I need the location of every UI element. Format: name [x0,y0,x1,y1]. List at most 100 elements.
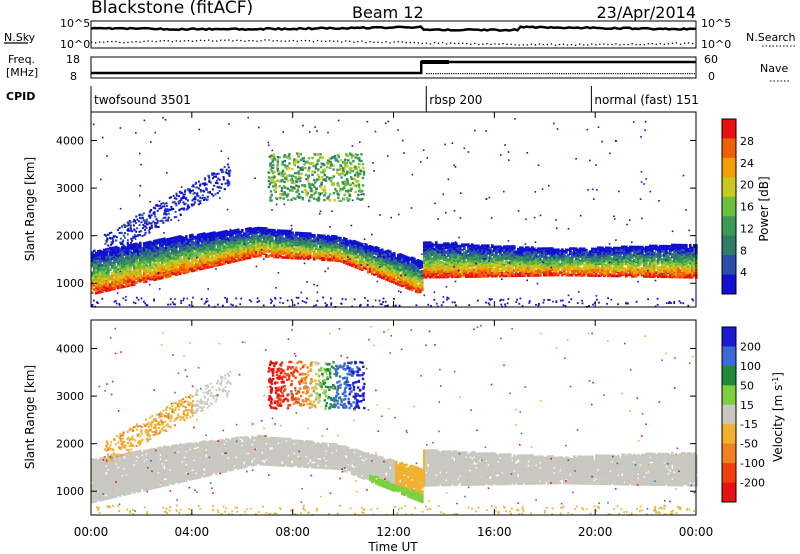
power-cell [119,283,122,287]
power-cell [299,249,302,252]
power-cell [115,252,118,256]
power-cell [295,242,298,245]
nsearch-point [494,43,496,45]
power-cell [111,264,114,267]
power-cell [107,255,110,259]
power-cell [277,254,280,258]
power-cell [437,250,440,254]
power-cell [391,256,394,260]
power-cell [381,276,384,280]
power-cell [423,254,426,258]
power-cell [335,245,338,249]
power-cell [127,260,130,264]
power-cell [149,254,152,257]
power-cell [443,249,446,252]
power-cell [303,240,306,243]
power-cell [399,262,402,266]
power-cell [347,261,350,265]
power-cell [317,234,320,237]
nsearch-point [429,43,432,45]
power-cell [427,262,430,266]
nsearch-point [595,44,597,46]
power-cell [351,241,354,245]
power-cell [109,283,112,286]
power-cell [435,242,438,246]
power-cell [163,268,166,271]
power-cell [329,236,332,239]
power-cell [289,231,292,234]
power-cell [237,249,240,253]
nave-point [603,73,605,75]
power-cell [137,279,140,283]
power-cell [257,230,260,234]
power-cell [269,254,272,257]
power-cell [179,267,182,270]
power-cell [213,250,216,253]
power-cell [135,273,138,276]
power-cell [335,252,338,256]
power-cell [295,238,298,241]
power-cell [299,231,302,235]
power-cell [401,259,404,262]
power-cell [349,262,352,265]
power-cell [305,256,308,259]
power-cell [359,259,362,263]
power-cell [117,278,120,282]
power-cell [197,253,200,257]
power-cell [409,287,412,291]
power-cell [199,233,202,236]
power-cell [235,230,238,233]
power-cell [487,244,490,247]
power-cell [111,256,114,259]
power-cell [177,263,180,267]
nave-marker [421,60,449,64]
power-cell [229,243,232,247]
power-cell [419,259,422,263]
power-cell [185,237,188,241]
power-cell [177,272,180,276]
power-cell [439,270,442,274]
power-cell [407,267,410,270]
power-cell [123,264,126,267]
power-cell [171,267,174,271]
power-cell [425,248,428,251]
power-cell [195,239,198,243]
power-cell [381,265,384,269]
power-cell [359,247,362,251]
power-cell [161,262,164,265]
power-cell [117,272,120,275]
power-cell [185,263,188,266]
power-cell [295,233,298,236]
power-cell [107,286,110,289]
power-cell [123,248,126,251]
power-cell [421,287,424,290]
power-cell [201,250,204,253]
power-cell [99,249,102,253]
power-cell [147,259,150,263]
power-cell [139,243,142,246]
nsearch-point [393,41,395,43]
nave-point [534,73,536,75]
power-cell [247,244,250,248]
power-cell [169,252,172,255]
power-cell [91,291,94,294]
power-cell [417,259,420,262]
power-cell [157,262,160,266]
power-cell [135,258,138,262]
power-cell [403,260,406,263]
power-cell [357,246,360,250]
nsearch-point [280,40,282,42]
power-cell [229,247,232,251]
power-cell [157,258,160,262]
power-cell [295,252,298,256]
power-cell [165,249,168,252]
nave-point [628,73,630,75]
power-cell [231,243,234,246]
power-cell [213,256,216,260]
power-cell [201,246,204,249]
power-cell [179,256,182,260]
nave-point [453,73,455,75]
power-cell [193,245,196,248]
power-cell [365,258,368,261]
power-cell [261,249,264,253]
